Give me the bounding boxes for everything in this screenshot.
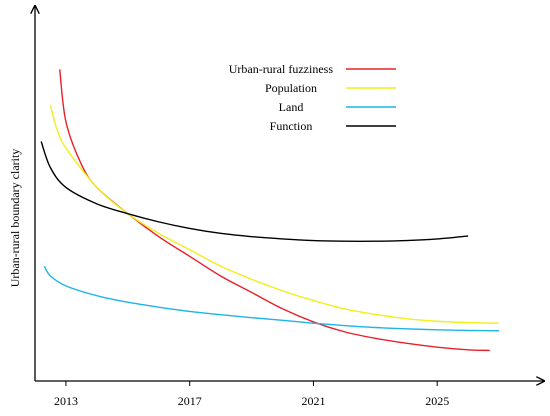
series-line-urban-rural-fuzziness [59, 69, 490, 352]
series-line-population [49, 105, 500, 324]
x-tick-label: 2017 [178, 394, 202, 408]
legend-label-function: Function [270, 119, 313, 133]
legend-label-land: Land [279, 100, 304, 114]
legend-label-urban-rural-fuzziness: Urban-rural fuzziness [229, 62, 334, 76]
legend: Urban-rural fuzziness Population Land Funct… [229, 62, 396, 133]
x-tick-label: 2013 [54, 394, 78, 408]
series-lines [40, 69, 500, 352]
x-tick-label: 2021 [301, 394, 325, 408]
x-tick-label: 2025 [425, 394, 449, 408]
x-ticks [65, 381, 438, 386]
y-axis-label: Urban-rural boundary clarity [8, 149, 22, 288]
series-line-function [40, 141, 469, 243]
x-tick-labels: 2013 2017 2021 2025 [54, 394, 449, 408]
series-line-land [43, 265, 500, 332]
legend-label-population: Population [265, 81, 317, 95]
